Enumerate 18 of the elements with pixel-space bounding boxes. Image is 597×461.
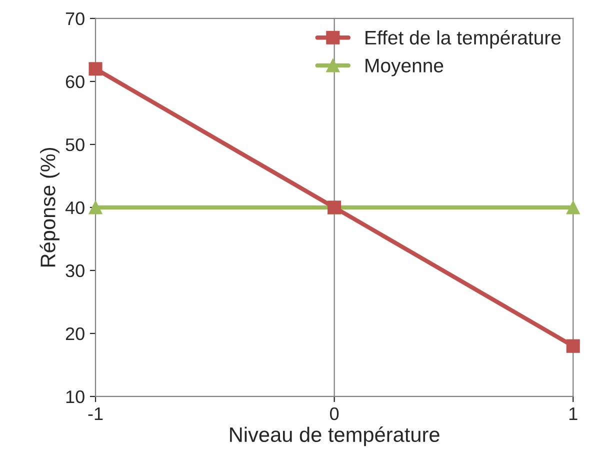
point — [88, 200, 102, 214]
point — [566, 339, 580, 353]
point — [566, 200, 580, 214]
x-tick-label: 1 — [569, 408, 578, 420]
legend-label: Effet de la température — [366, 30, 561, 48]
y-tick-label: 40 — [65, 201, 84, 214]
y-tick-label: 70 — [66, 12, 84, 26]
y-tick-label: 10 — [66, 390, 84, 404]
y-tick-label: 20 — [66, 327, 84, 340]
y-tick-label: 60 — [66, 75, 84, 88]
y-axis-title: Réponse (%) — [40, 148, 60, 267]
x-tick-label: -1 — [88, 408, 103, 420]
legend-label: Moyenne — [366, 58, 444, 76]
x-axis-title: Niveau de température — [230, 426, 440, 446]
x-tick-label: 0 — [330, 407, 339, 420]
point — [88, 62, 102, 76]
y-tick-label: 30 — [66, 264, 84, 278]
y-tick-label: 50 — [66, 138, 84, 152]
